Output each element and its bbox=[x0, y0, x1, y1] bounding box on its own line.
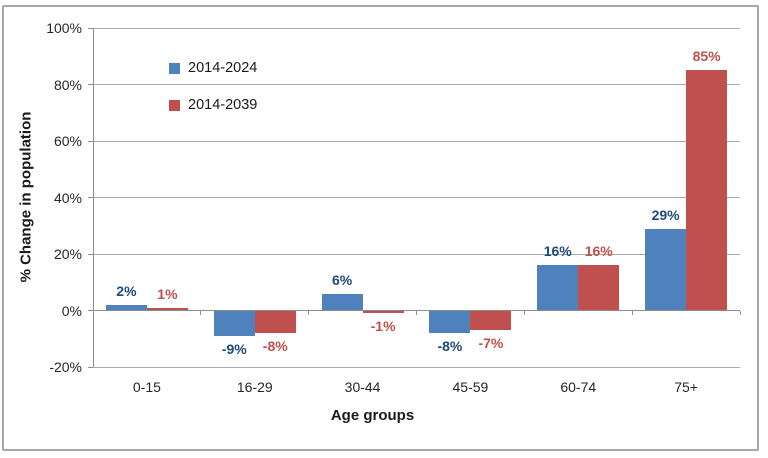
legend-swatch-2014-2039 bbox=[169, 99, 180, 111]
data-label-2014-2039-75+: 85% bbox=[692, 48, 721, 65]
y-axis-tick-80% bbox=[88, 84, 93, 85]
legend: 2014-2024 2014-2039 bbox=[169, 60, 257, 134]
y-axis-line bbox=[92, 28, 94, 367]
bar-2014-2024-16-29 bbox=[213, 310, 255, 336]
category-label-30-44: 30-44 bbox=[344, 379, 381, 395]
data-label-2014-2024-16-29: -9% bbox=[221, 340, 247, 357]
y-tick-label-80%: 80% bbox=[53, 76, 82, 93]
y-axis-tick-100% bbox=[88, 27, 93, 29]
x-axis-tick bbox=[739, 310, 741, 315]
legend-item-2014-2024: 2014-2024 bbox=[169, 60, 257, 76]
y-tick-label--20%: -20% bbox=[49, 359, 82, 375]
category-label-60-74: 60-74 bbox=[560, 379, 597, 395]
data-label-2014-2039-0-15: 1% bbox=[157, 285, 178, 302]
y-tick-label-20%: 20% bbox=[53, 246, 82, 262]
x-axis-tick bbox=[523, 310, 525, 315]
gridline-60% bbox=[93, 140, 740, 142]
data-label-2014-2024-45-59: -8% bbox=[437, 338, 463, 355]
data-label-2014-2039-16-29: -8% bbox=[262, 338, 288, 355]
gridline-100% bbox=[93, 27, 740, 29]
data-label-2014-2039-30-44: -1% bbox=[370, 318, 396, 335]
legend-label-2014-2039: 2014-2039 bbox=[188, 97, 258, 113]
legend-label-2014-2024: 2014-2024 bbox=[188, 60, 258, 76]
x-axis-tick bbox=[200, 310, 202, 315]
y-tick-label-40%: 40% bbox=[53, 189, 82, 206]
y-axis-tick-20% bbox=[88, 253, 93, 255]
bar-2014-2039-16-29 bbox=[254, 310, 296, 334]
y-axis-tick-60% bbox=[88, 140, 93, 142]
data-label-2014-2024-0-15: 2% bbox=[116, 282, 137, 299]
data-label-2014-2039-45-59: -7% bbox=[478, 335, 504, 352]
bar-2014-2039-60-74 bbox=[578, 265, 620, 311]
y-axis-title: % Change in population bbox=[17, 111, 35, 283]
x-axis-tick bbox=[308, 310, 310, 315]
bar-2014-2024-75+ bbox=[645, 228, 687, 311]
data-label-2014-2024-60-74: 16% bbox=[543, 243, 572, 260]
y-tick-label-60%: 60% bbox=[53, 133, 82, 149]
y-axis-tick-40% bbox=[88, 197, 93, 198]
bar-2014-2024-0-15 bbox=[105, 304, 147, 311]
x-axis-tick bbox=[416, 310, 417, 315]
bar-2014-2024-30-44 bbox=[321, 293, 363, 311]
chart-border bbox=[2, 5, 759, 451]
data-label-2014-2039-60-74: 16% bbox=[584, 243, 613, 260]
bar-2014-2039-45-59 bbox=[470, 310, 512, 331]
bar-2014-2024-45-59 bbox=[429, 310, 471, 334]
y-tick-label-100%: 100% bbox=[46, 20, 82, 36]
bar-2014-2039-30-44 bbox=[362, 310, 404, 314]
category-label-45-59: 45-59 bbox=[452, 379, 489, 395]
gridline--20% bbox=[93, 366, 740, 368]
y-tick-label-0%: 0% bbox=[61, 302, 82, 319]
data-label-2014-2024-75+: 29% bbox=[651, 206, 680, 223]
gridline-20% bbox=[93, 253, 740, 255]
x-axis-tick bbox=[631, 310, 633, 315]
x-axis-tick bbox=[92, 310, 94, 315]
category-label-75+: 75+ bbox=[674, 379, 698, 395]
y-axis-tick--20% bbox=[88, 366, 93, 368]
category-label-16-29: 16-29 bbox=[236, 379, 273, 395]
bar-2014-2024-60-74 bbox=[537, 265, 579, 311]
gridline-80% bbox=[93, 84, 740, 85]
gridline-40% bbox=[93, 197, 740, 198]
legend-item-2014-2039: 2014-2039 bbox=[169, 97, 257, 113]
category-label-0-15: 0-15 bbox=[132, 379, 161, 395]
x-axis-title: Age groups bbox=[330, 407, 415, 424]
y-axis-tick-0% bbox=[88, 310, 93, 311]
bar-2014-2039-0-15 bbox=[146, 307, 188, 311]
data-label-2014-2024-30-44: 6% bbox=[331, 271, 353, 288]
bar-2014-2039-75+ bbox=[686, 70, 728, 311]
legend-swatch-2014-2024 bbox=[169, 62, 180, 74]
